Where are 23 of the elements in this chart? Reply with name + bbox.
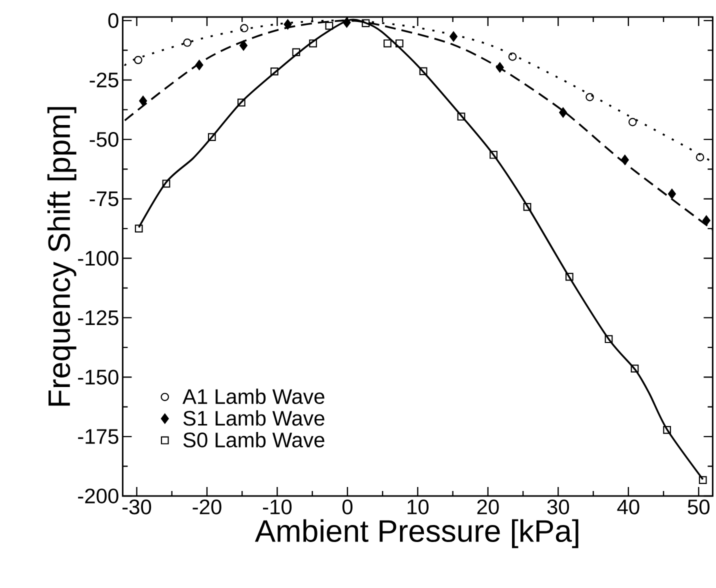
x-axis-title: Ambient Pressure [kPa] xyxy=(254,519,578,548)
y-tick-label: -75 xyxy=(90,192,118,206)
y-tick-label: -175 xyxy=(78,429,118,444)
y-axis-title: Frequency Shift [ppm] xyxy=(47,107,76,406)
x-tick-label: 40 xyxy=(617,500,640,514)
y-tick-label: -25 xyxy=(90,72,118,88)
x-tick-label: 10 xyxy=(408,500,429,514)
y-tick-label: -150 xyxy=(78,370,118,385)
x-tick-label: 50 xyxy=(688,500,710,514)
x-tick-label: 20 xyxy=(477,500,499,514)
x-tick-label: 30 xyxy=(547,500,570,514)
y-tick-label: -100 xyxy=(78,250,118,266)
legend-label: S0 Lamb Wave xyxy=(183,432,324,448)
legend-label: A1 Lamb Wave xyxy=(182,388,324,404)
y-tick-label: 0 xyxy=(108,13,118,28)
y-tick-label: -50 xyxy=(90,132,118,147)
x-tick-label: -20 xyxy=(192,500,222,514)
x-tick-label: -10 xyxy=(262,500,292,514)
y-tick-label: -125 xyxy=(78,310,118,326)
y-tick-label: -200 xyxy=(78,488,118,504)
legend-label: S1 Lamb Wave xyxy=(183,410,324,426)
x-tick-label: -30 xyxy=(122,500,152,514)
x-tick-label: 0 xyxy=(342,500,352,514)
